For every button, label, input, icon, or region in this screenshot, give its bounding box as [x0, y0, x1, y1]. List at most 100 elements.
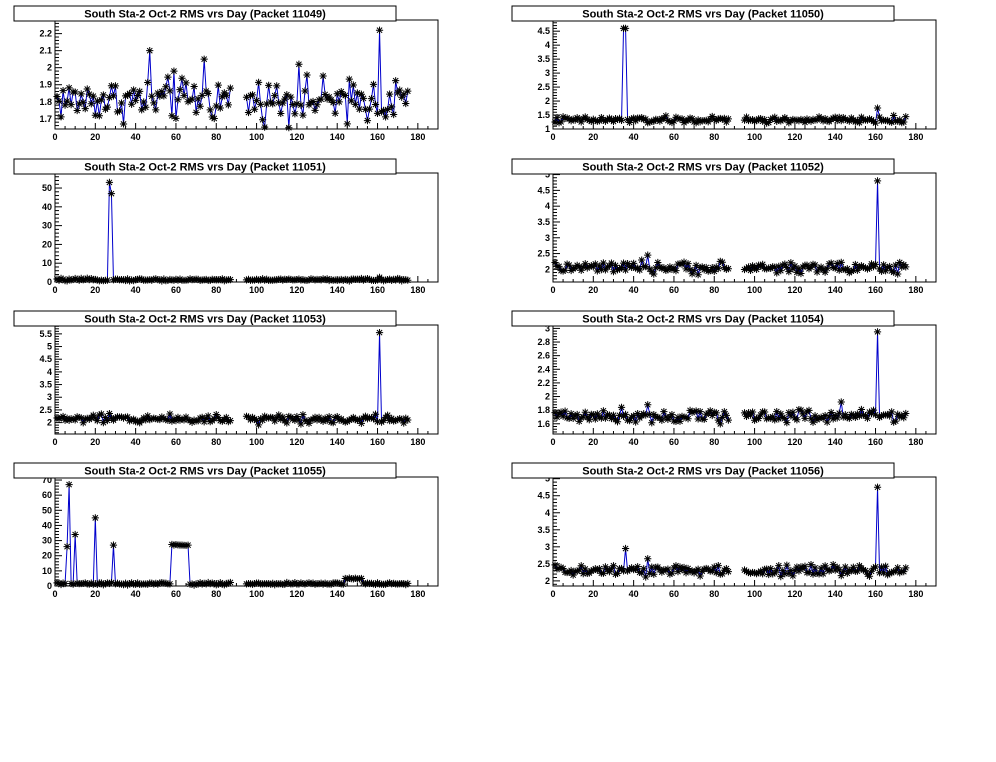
- data-point-marker: [196, 414, 204, 422]
- data-point-marker: [125, 277, 134, 285]
- data-point-marker: [690, 267, 698, 275]
- y-tick-label: 2: [545, 96, 550, 106]
- y-tick-label: 4.5: [537, 491, 550, 501]
- data-point-marker: [257, 276, 265, 284]
- data-point-marker: [617, 263, 626, 272]
- data-point-marker: [327, 418, 335, 426]
- data-point-marker: [636, 266, 644, 274]
- data-point-marker: [119, 414, 128, 422]
- data-point-marker: [154, 89, 162, 97]
- data-point-marker: [341, 574, 349, 583]
- data-point-marker: [902, 409, 910, 418]
- data-point-marker: [244, 413, 253, 421]
- data-point-marker: [75, 100, 83, 108]
- data-point-marker: [136, 87, 144, 95]
- data-point-marker: [325, 413, 333, 421]
- data-point-marker: [827, 566, 835, 574]
- data-point-marker: [297, 101, 305, 109]
- data-point-marker: [575, 417, 583, 425]
- data-point-marker: [789, 265, 797, 273]
- y-tick-label: 2.2: [39, 29, 52, 39]
- data-point-marker: [660, 114, 668, 123]
- x-tick-label: 60: [171, 285, 181, 295]
- data-point-marker: [182, 79, 190, 87]
- data-point-marker: [341, 418, 349, 426]
- data-point-marker: [279, 413, 287, 421]
- data-point-marker: [301, 87, 309, 95]
- x-tick-label: 140: [828, 589, 843, 599]
- data-point-marker: [849, 563, 857, 571]
- data-point-marker: [204, 412, 212, 420]
- data-point-marker: [53, 92, 61, 101]
- data-point-marker: [698, 263, 706, 271]
- data-point-marker: [212, 102, 220, 110]
- data-point-marker: [77, 90, 85, 98]
- data-point-marker: [101, 579, 109, 588]
- data-point-marker: [93, 276, 101, 284]
- data-point-marker: [708, 411, 716, 420]
- data-point-marker: [174, 96, 182, 104]
- data-point-marker: [335, 98, 343, 106]
- data-point-marker: [809, 570, 817, 578]
- data-point-marker: [134, 91, 142, 100]
- y-tick-label: 10: [42, 258, 52, 268]
- data-point-marker: [222, 413, 230, 422]
- data-point-marker: [343, 276, 351, 284]
- data-point-marker: [277, 109, 285, 118]
- data-point-marker: [285, 579, 293, 587]
- data-point-marker: [103, 416, 112, 425]
- y-tick-label: 1.7: [39, 114, 52, 124]
- data-point-marker: [61, 101, 69, 109]
- data-point-marker: [763, 265, 771, 273]
- y-tick-label: 3: [545, 68, 550, 78]
- data-point-marker: [315, 96, 323, 104]
- data-point-marker: [793, 563, 801, 571]
- x-tick-label: 160: [868, 589, 883, 599]
- data-point-marker: [630, 259, 638, 267]
- data-point-marker: [355, 275, 363, 284]
- data-point-marker: [293, 100, 301, 108]
- data-point-marker: [567, 566, 575, 575]
- data-point-marker: [882, 562, 890, 570]
- data-point-marker: [589, 115, 597, 123]
- data-point-marker: [722, 411, 730, 420]
- x-tick-label: 120: [289, 285, 304, 295]
- y-tick-label: 3: [545, 542, 550, 552]
- data-point-marker: [769, 413, 777, 421]
- x-tick-label: 160: [370, 132, 385, 142]
- x-tick-label: 20: [90, 589, 100, 599]
- x-tick-label: 0: [550, 285, 555, 295]
- y-tick-label: 1.8: [39, 97, 52, 107]
- y-tick-label: 4: [47, 367, 52, 377]
- data-point-marker: [757, 411, 765, 419]
- data-point-marker: [396, 86, 404, 94]
- data-point-marker: [583, 264, 591, 272]
- chart-title: South Sta-2 Oct-2 RMS vrs Day (Packet 11…: [84, 314, 326, 326]
- x-tick-label: 120: [787, 285, 802, 295]
- data-point-marker: [69, 580, 77, 588]
- data-point-marker: [206, 276, 214, 284]
- data-point-marker: [900, 568, 908, 576]
- data-point-marker: [837, 117, 845, 125]
- data-point-marker: [857, 405, 866, 414]
- data-point-marker: [575, 262, 583, 271]
- data-point-marker: [892, 261, 900, 269]
- data-point-marker: [813, 569, 821, 577]
- data-point-marker: [694, 565, 702, 573]
- data-point-marker: [686, 114, 694, 122]
- x-tick-label: 100: [747, 132, 762, 142]
- data-point-marker: [811, 564, 819, 572]
- chart-title: South Sta-2 Oct-2 RMS vrs Day (Packet 11…: [582, 466, 824, 478]
- data-point-marker: [259, 416, 267, 424]
- x-tick-label: 20: [588, 285, 598, 295]
- data-point-marker: [379, 277, 388, 285]
- data-point-marker: [93, 417, 101, 425]
- data-point-marker: [644, 119, 652, 127]
- data-point-marker: [593, 267, 601, 275]
- data-point-marker: [361, 105, 370, 113]
- data-point-marker: [700, 565, 708, 573]
- data-point-marker: [85, 90, 93, 98]
- data-point-marker: [271, 581, 279, 589]
- data-point-marker: [599, 116, 607, 124]
- data-point-marker: [902, 564, 910, 572]
